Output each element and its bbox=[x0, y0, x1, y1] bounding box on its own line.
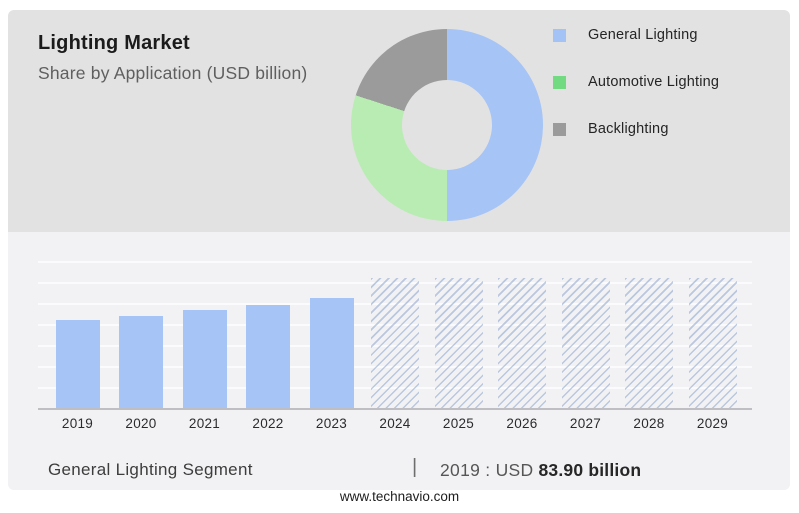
donut-hole bbox=[402, 80, 492, 170]
bar-2020 bbox=[119, 316, 163, 408]
legend-item-automotive-lighting: Automotive Lighting bbox=[553, 74, 719, 90]
x-axis-line bbox=[38, 408, 752, 410]
caption-separator: | bbox=[412, 456, 418, 478]
x-axis-label-2026: 2026 bbox=[506, 416, 538, 431]
legend-swatch-blue-icon bbox=[553, 28, 566, 42]
segment-value-bold: 83.90 billion bbox=[538, 460, 642, 480]
bar-2022 bbox=[246, 305, 290, 408]
bar-2023 bbox=[309, 298, 354, 408]
bar-2019 bbox=[55, 320, 100, 408]
legend-label: Backlighting bbox=[588, 121, 669, 137]
legend-label: Automotive Lighting bbox=[588, 74, 720, 90]
page-title: Lighting Market bbox=[38, 32, 190, 54]
legend-item-backlighting: Backlighting bbox=[553, 121, 719, 137]
page-subtitle: Share by Application (USD billion) bbox=[38, 63, 308, 83]
x-axis-label-2023: 2023 bbox=[315, 416, 348, 431]
header-panel: Lighting Market Share by Application (US… bbox=[8, 10, 790, 232]
x-axis-label-2029: 2029 bbox=[696, 416, 729, 431]
legend: General Lighting Automotive Lighting Bac… bbox=[553, 27, 719, 137]
gridline bbox=[38, 261, 752, 263]
infographic-card: Lighting Market Share by Application (US… bbox=[8, 10, 790, 490]
x-axis-label-2022: 2022 bbox=[252, 416, 284, 431]
title-block: Lighting Market Share by Application (US… bbox=[38, 32, 307, 84]
x-axis-label-2027: 2027 bbox=[569, 416, 602, 431]
legend-swatch-gray-icon bbox=[553, 122, 566, 136]
forecast-hatch-2027 bbox=[561, 278, 610, 408]
x-axis-label-2019: 2019 bbox=[61, 416, 94, 431]
segment-caption: General Lighting Segment bbox=[48, 460, 253, 479]
bar-2021 bbox=[182, 310, 227, 408]
segment-value-prefix: 2019 : USD bbox=[440, 460, 534, 480]
forecast-hatch-2028 bbox=[625, 278, 673, 408]
x-axis-label-2028: 2028 bbox=[633, 416, 665, 431]
forecast-hatch-2026 bbox=[498, 278, 546, 408]
x-axis-label-2024: 2024 bbox=[379, 416, 411, 431]
forecast-hatch-2029 bbox=[688, 278, 737, 408]
bar-chart-plot: 2019 2020 2021 2022 2023 2024 2025 2026 2027 2028… bbox=[38, 232, 752, 437]
bar-chart-panel: 2019 2020 2021 2022 2023 2024 2025 2026 2027 2028… bbox=[8, 232, 790, 490]
legend-label: General Lighting bbox=[588, 27, 698, 43]
segment-value: 2019 : USD 83.90 billion bbox=[440, 460, 641, 481]
x-axis-label-2020: 2020 bbox=[125, 416, 157, 431]
x-axis-label-2021: 2021 bbox=[188, 416, 221, 431]
x-axis-label-2025: 2025 bbox=[442, 416, 475, 431]
legend-item-general-lighting: General Lighting bbox=[553, 27, 719, 43]
donut-chart bbox=[351, 29, 543, 221]
forecast-hatch-2025 bbox=[434, 278, 483, 408]
website-url: www.technavio.com bbox=[339, 489, 460, 504]
forecast-hatch-2024 bbox=[371, 278, 419, 408]
legend-swatch-green-icon bbox=[553, 75, 566, 89]
